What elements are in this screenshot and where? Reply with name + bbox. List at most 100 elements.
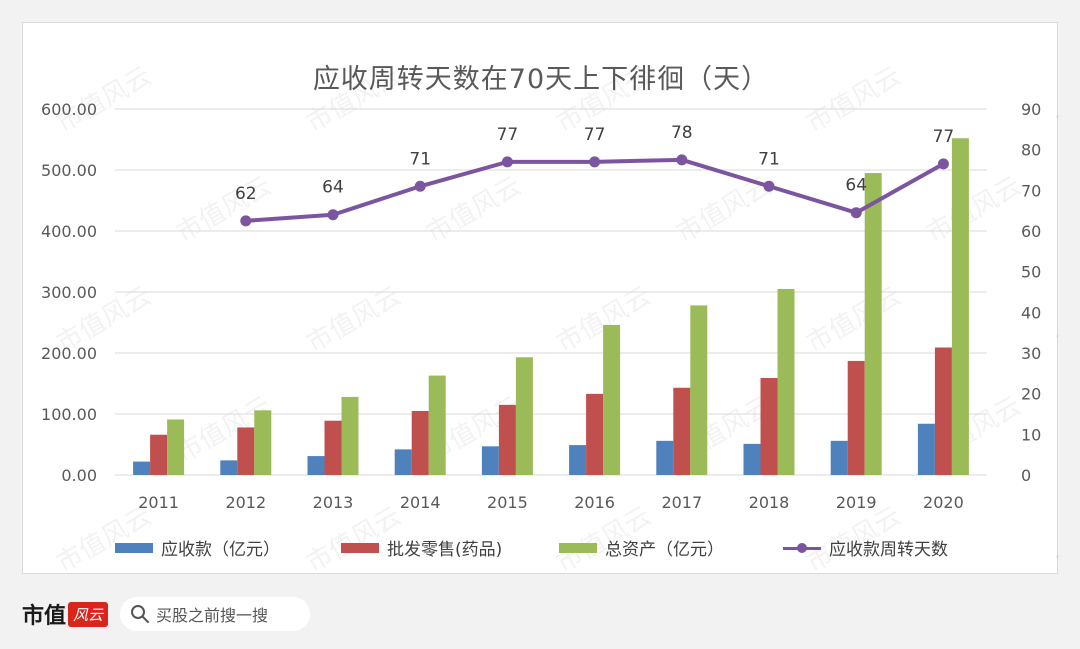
footer: 市值 风云 买股之前搜一搜 [22, 594, 311, 634]
search-box[interactable]: 买股之前搜一搜 [120, 597, 311, 631]
legend-label-turnover-days: 应收款周转天数 [829, 540, 948, 560]
y-tick-label: 600.00 [41, 100, 97, 119]
turnover-days-data-label: 71 [409, 149, 431, 169]
turnover-days-data-label: 78 [671, 123, 693, 143]
y2-tick-label: 80 [1021, 141, 1041, 160]
turnover-days-data-label: 77 [933, 127, 955, 147]
y-tick-label: 100.00 [41, 405, 97, 424]
bar-wholesale [934, 347, 952, 475]
bar-wholesale [498, 404, 516, 475]
watermark-text: 市值风云 [1052, 501, 1060, 575]
y2-tick-label: 40 [1021, 303, 1041, 322]
watermark-text: 市值风云 [302, 281, 407, 359]
bar-total-assets [951, 138, 969, 475]
legend-swatch-wholesale [341, 542, 379, 553]
turnover-days-line [245, 157, 945, 223]
watermark-text: 市值风云 [172, 171, 277, 249]
turnover-days-point [414, 180, 426, 192]
bar-receivables [917, 423, 935, 475]
brand-logo: 市值 风云 [22, 598, 109, 630]
x-tick-label: 2014 [400, 493, 441, 512]
y2-tick-label: 50 [1021, 263, 1041, 282]
legend-item-turnover-days: 应收款周转天数 [783, 535, 948, 560]
x-tick-label: 2012 [225, 493, 266, 512]
bar-receivables [307, 456, 325, 475]
brand-text: 市值 [22, 603, 67, 629]
bar-wholesale [237, 427, 255, 475]
bar-wholesale [760, 378, 778, 475]
watermark-text: 市值风云 [1052, 61, 1060, 139]
watermark-text: 市值风云 [922, 171, 1027, 249]
x-tick-label: 2011 [138, 493, 179, 512]
bar-wholesale [150, 434, 168, 475]
y-tick-label: 500.00 [41, 161, 97, 180]
bar-receivables [743, 443, 761, 475]
bar-total-assets [864, 173, 882, 476]
y-tick-label: 200.00 [41, 344, 97, 363]
y2-tick-label: 60 [1021, 222, 1041, 241]
turnover-days-point [327, 209, 339, 221]
bar-receivables [220, 460, 238, 475]
bar-wholesale [411, 410, 429, 475]
bar-wholesale [586, 393, 604, 475]
legend-swatch-total-assets [559, 542, 597, 553]
watermark-text: 市值风云 [802, 281, 907, 359]
turnover-days-data-label: 64 [322, 178, 344, 198]
x-tick-label: 2020 [923, 493, 964, 512]
bar-total-assets [777, 288, 795, 475]
turnover-days-data-label: 64 [845, 176, 867, 196]
chart-title: 应收周转天数在70天上下徘徊（天） [312, 64, 770, 95]
legend-item-wholesale: 批发零售(药品) [341, 535, 502, 560]
bar-total-assets [341, 396, 359, 475]
y2-tick-label: 10 [1021, 425, 1041, 444]
legend-label-wholesale: 批发零售(药品) [387, 540, 503, 560]
turnover-days-point [850, 207, 862, 219]
turnover-days-point [676, 154, 688, 166]
turnover-days-point [501, 156, 513, 168]
bar-total-assets [690, 305, 708, 475]
bar-receivables [656, 440, 674, 475]
bar-total-assets [515, 357, 533, 475]
search-icon [131, 605, 150, 623]
bar-receivables [481, 446, 499, 475]
legend-item-receivables: 应收款（亿元） [115, 535, 280, 560]
bar-total-assets [167, 419, 185, 475]
turnover-days-point [240, 215, 252, 227]
search-text: 买股之前搜一搜 [156, 606, 269, 625]
x-tick-label: 2015 [487, 493, 528, 512]
legend-marker-turnover-days [783, 542, 821, 554]
turnover-days-data-label: 62 [235, 184, 257, 204]
bar-total-assets [254, 410, 272, 475]
legend-swatch-receivables [115, 542, 153, 553]
y2-tick-label: 0 [1021, 466, 1031, 485]
bar-wholesale [324, 420, 342, 475]
y2-tick-label: 20 [1021, 385, 1041, 404]
bar-receivables [133, 461, 151, 475]
x-tick-label: 2019 [836, 493, 877, 512]
watermark-text: 市值风云 [802, 61, 907, 139]
turnover-days-data-label: 71 [758, 149, 780, 169]
bar-wholesale [673, 387, 691, 475]
legend-label-total-assets: 总资产（亿元） [605, 540, 724, 560]
y-tick-label: 300.00 [41, 283, 97, 302]
watermark-text: 市值风云 [302, 61, 407, 139]
y2-tick-label: 30 [1021, 344, 1041, 363]
y2-tick-label: 90 [1021, 100, 1041, 119]
x-tick-label: 2017 [661, 493, 702, 512]
turnover-days-point [589, 156, 601, 168]
bar-total-assets [603, 324, 621, 475]
x-tick-label: 2018 [749, 493, 790, 512]
brand-seal: 风云 [68, 601, 109, 627]
bar-wholesale [847, 360, 865, 475]
turnover-days-point [937, 158, 949, 170]
chart-card: 应收周转天数在70天上下徘徊（天） 市值风云 市值风云 市值风云 市值风云 市值风云 市值… [22, 22, 1060, 575]
y-tick-label: 400.00 [41, 222, 97, 241]
y-tick-label: 0.00 [61, 466, 97, 485]
bar-receivables [830, 440, 848, 475]
legend-item-total-assets: 总资产（亿元） [559, 535, 724, 560]
watermark-text: 市值风云 [1052, 281, 1060, 359]
bar-total-assets [428, 375, 446, 475]
bar-receivables [394, 449, 412, 475]
turnover-days-data-label: 77 [584, 125, 606, 145]
